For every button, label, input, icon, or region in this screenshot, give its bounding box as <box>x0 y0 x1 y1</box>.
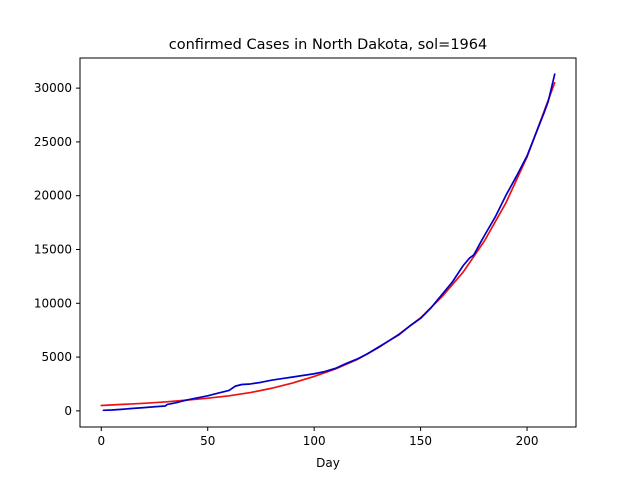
x-tick-label: 150 <box>409 434 432 448</box>
y-tick-label: 20000 <box>34 189 72 203</box>
y-tick-label: 30000 <box>34 81 72 95</box>
y-tick-label: 10000 <box>34 296 72 310</box>
y-tick-label: 5000 <box>41 350 72 364</box>
x-tick-label: 100 <box>303 434 326 448</box>
x-axis: 0 50 100 150 200 <box>97 427 538 448</box>
chart-title: confirmed Cases in North Dakota, sol=196… <box>169 37 487 53</box>
y-tick-label: 15000 <box>34 242 72 256</box>
x-tick-label: 200 <box>516 434 539 448</box>
series-line-1 <box>102 73 556 412</box>
y-tick-label: 25000 <box>34 135 72 149</box>
plot-frame <box>79 57 577 428</box>
y-axis: 0 5000 10000 15000 20000 25000 30000 <box>34 81 80 418</box>
x-tick-label: 0 <box>97 434 105 448</box>
x-axis-label: Day <box>316 456 340 470</box>
x-tick-label: 50 <box>200 434 215 448</box>
y-tick-label: 0 <box>64 404 72 418</box>
series-layer <box>100 73 556 412</box>
